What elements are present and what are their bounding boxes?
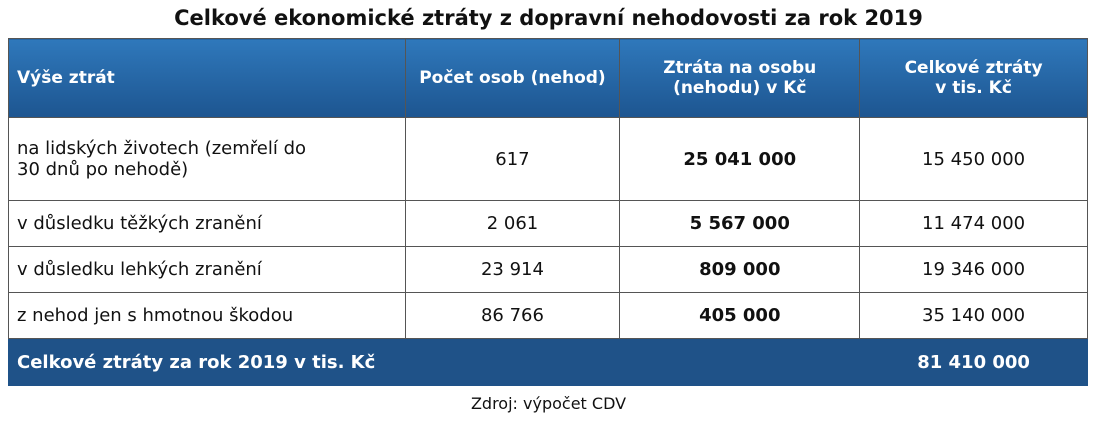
cell: 11 474 000 [859,200,1088,247]
cell: 2 061 [404,200,621,247]
row: v důsledku lehkých zranění 23 914 809 00… [8,246,1088,293]
header-text: Ztráta na osobu (nehodu) v Kč [663,58,817,98]
footer-row: Celkové ztráty za rok 2019 v tis. Kč 81 … [7,338,1088,386]
cell: 809 000 [619,246,861,293]
cell: v důsledku lehkých zranění [8,246,406,293]
cell: 15 450 000 [859,117,1088,201]
cell: 23 914 [404,246,621,293]
row: z nehod jen s hmotnou škodou 86 766 405 … [8,292,1088,339]
header-cell: Počet osob (nehod) [404,38,621,118]
loss-table: Výše ztrát Počet osob (nehod) Ztráta na … [7,38,1088,386]
cell: v důsledku těžkých zranění [8,200,406,247]
cell: 25 041 000 [619,117,861,201]
cell: z nehod jen s hmotnou škodou [8,292,406,339]
footer-total: 81 410 000 [859,338,1088,386]
row: na lidských životech (zemřelí do 30 dnů … [8,117,1088,201]
header-cell: Celkové ztráty v tis. Kč [859,38,1088,118]
header-row: Výše ztrát Počet osob (nehod) Ztráta na … [8,38,1088,118]
header-cell: Ztráta na osobu (nehodu) v Kč [619,38,861,118]
cell: 19 346 000 [859,246,1088,293]
source: Zdroj: výpočet CDV [470,394,627,413]
row: v důsledku těžkých zranění 2 061 5 567 0… [8,200,1088,247]
header-cell: Výše ztrát [8,38,406,118]
header-text: Celkové ztráty v tis. Kč [904,58,1043,98]
cell: 35 140 000 [859,292,1088,339]
footer-label: Celkové ztráty za rok 2019 v tis. Kč [7,338,861,386]
cell-text: na lidských životech (zemřelí do 30 dnů … [17,138,307,180]
cell: 617 [404,117,621,201]
cell: na lidských životech (zemřelí do 30 dnů … [8,117,406,201]
cell: 5 567 000 [619,200,861,247]
title: Celkové ekonomické ztráty z dopravní neh… [174,6,923,30]
cell: 405 000 [619,292,861,339]
cell: 86 766 [404,292,621,339]
